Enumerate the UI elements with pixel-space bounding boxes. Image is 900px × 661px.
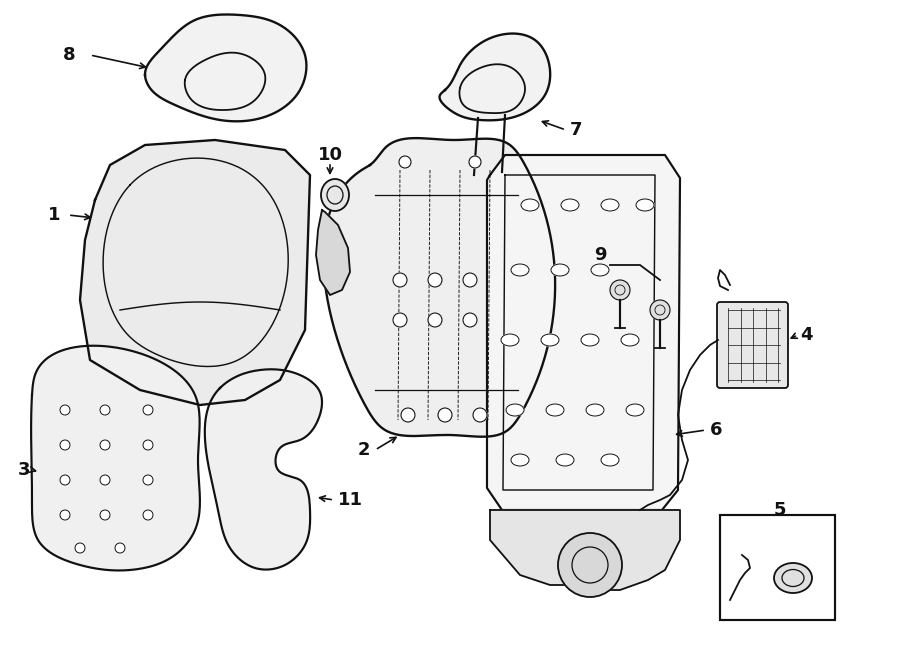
Circle shape	[143, 510, 153, 520]
Ellipse shape	[601, 454, 619, 466]
Polygon shape	[80, 140, 310, 405]
Circle shape	[650, 300, 670, 320]
Polygon shape	[316, 210, 350, 295]
Circle shape	[60, 440, 70, 450]
Circle shape	[463, 313, 477, 327]
Ellipse shape	[561, 199, 579, 211]
Polygon shape	[145, 15, 306, 122]
Ellipse shape	[506, 404, 524, 416]
Polygon shape	[490, 510, 680, 590]
Circle shape	[115, 543, 125, 553]
Circle shape	[401, 408, 415, 422]
Circle shape	[143, 405, 153, 415]
Ellipse shape	[546, 404, 564, 416]
Circle shape	[428, 273, 442, 287]
Text: 8: 8	[62, 46, 75, 64]
Circle shape	[60, 475, 70, 485]
Text: 2: 2	[357, 441, 370, 459]
Ellipse shape	[626, 404, 644, 416]
Circle shape	[558, 533, 622, 597]
Ellipse shape	[621, 334, 639, 346]
Ellipse shape	[591, 264, 609, 276]
Circle shape	[428, 313, 442, 327]
Bar	[720, 515, 835, 620]
Text: 6: 6	[710, 421, 723, 439]
Text: 9: 9	[594, 246, 607, 264]
Ellipse shape	[636, 199, 654, 211]
Circle shape	[143, 440, 153, 450]
Ellipse shape	[556, 454, 574, 466]
Ellipse shape	[501, 334, 519, 346]
Ellipse shape	[581, 334, 599, 346]
Ellipse shape	[551, 264, 569, 276]
Circle shape	[100, 510, 110, 520]
Circle shape	[438, 408, 452, 422]
Text: 5: 5	[774, 501, 787, 519]
Ellipse shape	[321, 179, 349, 211]
Text: 3: 3	[17, 461, 30, 479]
Circle shape	[100, 475, 110, 485]
Circle shape	[399, 156, 411, 168]
Circle shape	[463, 273, 477, 287]
Text: 11: 11	[338, 491, 363, 509]
Ellipse shape	[521, 199, 539, 211]
Ellipse shape	[511, 264, 529, 276]
Polygon shape	[439, 34, 550, 120]
Polygon shape	[323, 138, 555, 437]
Text: 10: 10	[318, 146, 343, 164]
Text: 7: 7	[570, 121, 582, 139]
Circle shape	[610, 280, 630, 300]
FancyBboxPatch shape	[717, 302, 788, 388]
Circle shape	[100, 405, 110, 415]
Circle shape	[100, 440, 110, 450]
Ellipse shape	[774, 563, 812, 593]
Ellipse shape	[601, 199, 619, 211]
Text: 4: 4	[800, 326, 813, 344]
Circle shape	[469, 156, 481, 168]
Ellipse shape	[541, 334, 559, 346]
Circle shape	[60, 405, 70, 415]
Text: 1: 1	[48, 206, 60, 224]
Circle shape	[393, 273, 407, 287]
Circle shape	[473, 408, 487, 422]
Circle shape	[393, 313, 407, 327]
Ellipse shape	[511, 454, 529, 466]
Circle shape	[75, 543, 85, 553]
Circle shape	[60, 510, 70, 520]
Polygon shape	[205, 369, 322, 570]
Polygon shape	[32, 346, 200, 570]
Circle shape	[143, 475, 153, 485]
Ellipse shape	[586, 404, 604, 416]
Polygon shape	[487, 155, 680, 510]
